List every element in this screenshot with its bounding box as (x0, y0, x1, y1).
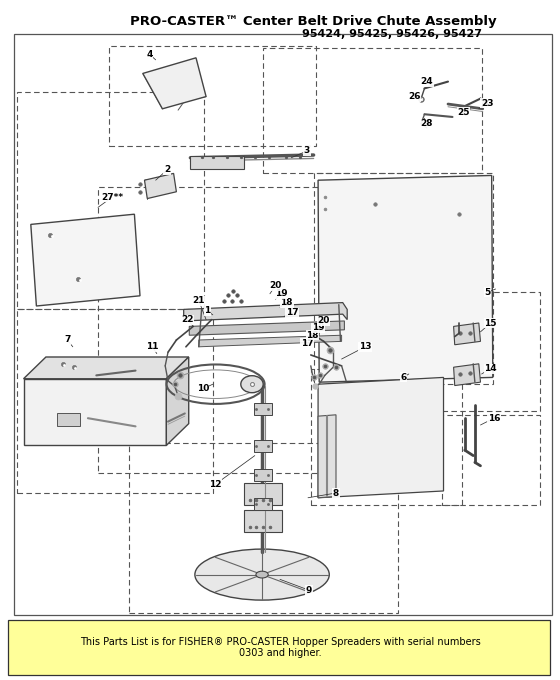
Polygon shape (454, 323, 480, 345)
Text: 3: 3 (304, 146, 310, 156)
Text: 16: 16 (488, 413, 500, 423)
Text: 13: 13 (359, 342, 371, 352)
Bar (244, 510, 282, 532)
Text: 8: 8 (333, 488, 339, 498)
Text: 26: 26 (408, 92, 421, 101)
Text: 17: 17 (301, 339, 313, 348)
Text: 7: 7 (64, 335, 71, 345)
Bar (190, 156, 244, 169)
Text: 11: 11 (146, 342, 158, 352)
Ellipse shape (256, 571, 268, 578)
Text: 9: 9 (306, 585, 312, 595)
Bar (314, 173, 493, 384)
Text: 2: 2 (164, 165, 170, 175)
Polygon shape (143, 58, 206, 109)
Text: 28: 28 (421, 119, 433, 129)
Bar (244, 483, 282, 505)
Text: This Parts List is for FISHER® PRO-CASTER Hopper Spreaders with serial numbers
0: This Parts List is for FISHER® PRO-CASTE… (80, 636, 480, 658)
Text: 24: 24 (421, 77, 433, 86)
Polygon shape (318, 415, 336, 498)
Polygon shape (318, 175, 493, 382)
Text: 23: 23 (481, 99, 493, 108)
Bar (17, 92, 204, 309)
Text: 17: 17 (286, 308, 298, 318)
Bar (254, 403, 272, 415)
Text: 25: 25 (458, 107, 470, 117)
Ellipse shape (195, 549, 329, 600)
Polygon shape (184, 303, 347, 321)
Text: 6: 6 (400, 373, 407, 382)
Text: 20: 20 (269, 281, 282, 290)
Bar (254, 469, 272, 481)
Bar (8, 620, 550, 675)
Text: 12: 12 (209, 479, 222, 489)
Text: 27**: 27** (101, 192, 123, 202)
Text: 5: 5 (484, 288, 491, 297)
Bar (98, 187, 367, 473)
Text: 4: 4 (146, 50, 153, 59)
Polygon shape (199, 335, 342, 347)
Text: 14: 14 (484, 364, 497, 373)
Text: 20: 20 (318, 316, 330, 326)
Text: 19: 19 (275, 289, 287, 299)
Bar (57, 413, 80, 426)
Bar (129, 443, 398, 613)
Text: 10: 10 (197, 384, 209, 394)
Bar (442, 415, 540, 505)
Polygon shape (166, 357, 189, 445)
Text: 21: 21 (193, 296, 205, 305)
Text: 18: 18 (306, 330, 319, 340)
Bar (254, 498, 272, 510)
Bar (442, 292, 540, 411)
Polygon shape (318, 377, 444, 498)
Bar (24, 379, 166, 445)
Text: 15: 15 (484, 318, 497, 328)
Polygon shape (144, 173, 176, 199)
Bar (109, 46, 316, 146)
Bar (14, 34, 552, 615)
Bar (263, 48, 482, 173)
Bar (17, 309, 213, 493)
Bar (311, 369, 462, 505)
Text: 95424, 95425, 95426, 95427: 95424, 95425, 95426, 95427 (302, 29, 482, 39)
Polygon shape (454, 364, 480, 386)
Text: 18: 18 (281, 298, 293, 307)
Ellipse shape (241, 375, 263, 393)
Text: 19: 19 (312, 323, 324, 333)
Text: 1: 1 (204, 306, 211, 316)
Text: 22: 22 (181, 315, 194, 324)
Polygon shape (31, 214, 140, 306)
Polygon shape (24, 357, 189, 379)
Text: PRO-CASTER™ Center Belt Drive Chute Assembly: PRO-CASTER™ Center Belt Drive Chute Asse… (130, 15, 497, 28)
Bar (254, 440, 272, 452)
Polygon shape (189, 321, 344, 335)
